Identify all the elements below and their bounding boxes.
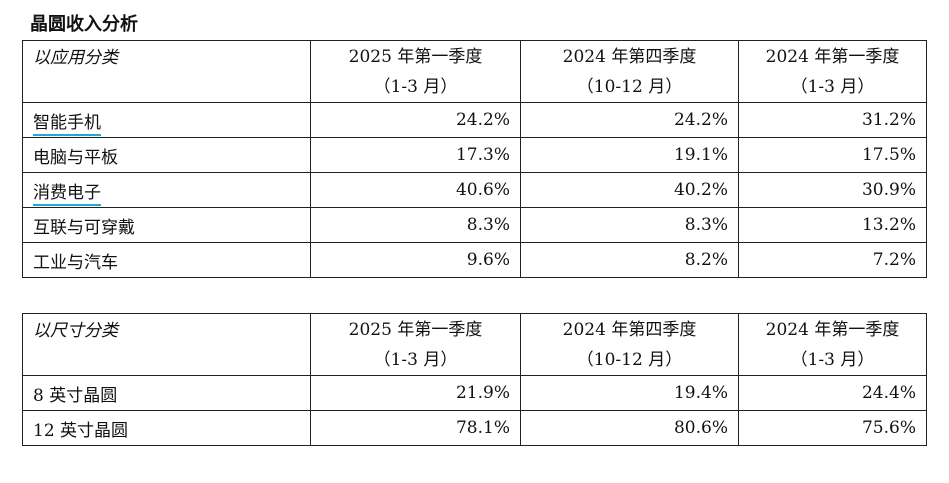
header-quarter: 2025 年第一季度 — [348, 46, 483, 67]
header-row: 以应用分类 2025 年第一季度 （1-3 月） 2024 年第四季度 （10-12 月… — [22, 40, 927, 103]
row-label: 互联与可穿戴 — [33, 217, 135, 238]
data-row: 智能手机 24.2% 24.2% 31.2% — [22, 102, 927, 138]
value-cell: 24.4% — [738, 375, 927, 411]
row-label: 电脑与平板 — [33, 147, 118, 168]
row-label: 8 英寸晶圆 — [33, 385, 118, 406]
data-table: 以应用分类 2025 年第一季度 （1-3 月） 2024 年第四季度 （10-12 月… — [22, 40, 927, 278]
header-cell: 2024 年第四季度 （10-12 月） — [520, 313, 739, 376]
row-label-cell: 工业与汽车 — [22, 242, 311, 278]
row-label-cell: 智能手机 — [22, 102, 311, 138]
value-cell: 40.2% — [520, 172, 739, 208]
header-period: （10-12 月） — [576, 76, 683, 97]
data-row: 工业与汽车 9.6% 8.2% 7.2% — [22, 242, 927, 278]
header-period: （1-3 月） — [790, 76, 875, 97]
row-label-cell: 8 英寸晶圆 — [22, 375, 311, 411]
value-cell: 8.3% — [310, 207, 521, 243]
header-period: （1-3 月） — [790, 349, 875, 370]
header-cell: 2024 年第四季度 （10-12 月） — [520, 40, 739, 103]
data-row: 消费电子 40.6% 40.2% 30.9% — [22, 172, 927, 208]
value-cell: 75.6% — [738, 410, 927, 446]
row-label: 工业与汽车 — [33, 252, 118, 273]
data-row: 8 英寸晶圆 21.9% 19.4% 24.4% — [22, 375, 927, 411]
value-cell: 13.2% — [738, 207, 927, 243]
value-cell: 9.6% — [310, 242, 521, 278]
row-label-cell: 消费电子 — [22, 172, 311, 208]
data-row: 12 英寸晶圆 78.1% 80.6% 75.6% — [22, 410, 927, 446]
value-cell: 21.9% — [310, 375, 521, 411]
header-quarter: 2024 年第四季度 — [562, 46, 697, 67]
value-cell: 78.1% — [310, 410, 521, 446]
title: 晶圆收入分析 — [30, 14, 138, 35]
header-cell: 以应用分类 — [22, 40, 311, 103]
header-quarter: 2025 年第一季度 — [348, 319, 483, 340]
header-cell: 2025 年第一季度 （1-3 月） — [310, 40, 521, 103]
header-period: （10-12 月） — [576, 349, 683, 370]
value-cell: 19.4% — [520, 375, 739, 411]
value-cell: 24.2% — [310, 102, 521, 138]
value-cell: 19.1% — [520, 137, 739, 173]
row-label: 12 英寸晶圆 — [33, 420, 129, 441]
value-cell: 24.2% — [520, 102, 739, 138]
value-cell: 8.3% — [520, 207, 739, 243]
value-cell: 40.6% — [310, 172, 521, 208]
header-cell: 2025 年第一季度 （1-3 月） — [310, 313, 521, 376]
header-period: （1-3 月） — [373, 76, 458, 97]
data-row: 互联与可穿戴 8.3% 8.3% 13.2% — [22, 207, 927, 243]
value-cell: 80.6% — [520, 410, 739, 446]
header-quarter: 2024 年第一季度 — [765, 319, 900, 340]
header-period: （1-3 月） — [373, 349, 458, 370]
header-cell: 2024 年第一季度 （1-3 月） — [738, 40, 927, 103]
header-quarter: 2024 年第四季度 — [562, 319, 697, 340]
data-row: 电脑与平板 17.3% 19.1% 17.5% — [22, 137, 927, 173]
header-cell: 以尺寸分类 — [22, 313, 311, 376]
value-cell: 31.2% — [738, 102, 927, 138]
header-cell: 2024 年第一季度 （1-3 月） — [738, 313, 927, 376]
value-cell: 7.2% — [738, 242, 927, 278]
row-label-cell: 互联与可穿戴 — [22, 207, 311, 243]
value-cell: 17.5% — [738, 137, 927, 173]
data-table: 以尺寸分类 2025 年第一季度 （1-3 月） 2024 年第四季度 （10-12 月… — [22, 313, 927, 446]
value-cell: 30.9% — [738, 172, 927, 208]
header-row: 以尺寸分类 2025 年第一季度 （1-3 月） 2024 年第四季度 （10-12 月… — [22, 313, 927, 376]
row-label-cell: 电脑与平板 — [22, 137, 311, 173]
row-label: 智能手机 — [33, 112, 101, 136]
value-cell: 17.3% — [310, 137, 521, 173]
header-quarter: 2024 年第一季度 — [765, 46, 900, 67]
row-label-cell: 12 英寸晶圆 — [22, 410, 311, 446]
row-label: 消费电子 — [33, 182, 101, 206]
value-cell: 8.2% — [520, 242, 739, 278]
